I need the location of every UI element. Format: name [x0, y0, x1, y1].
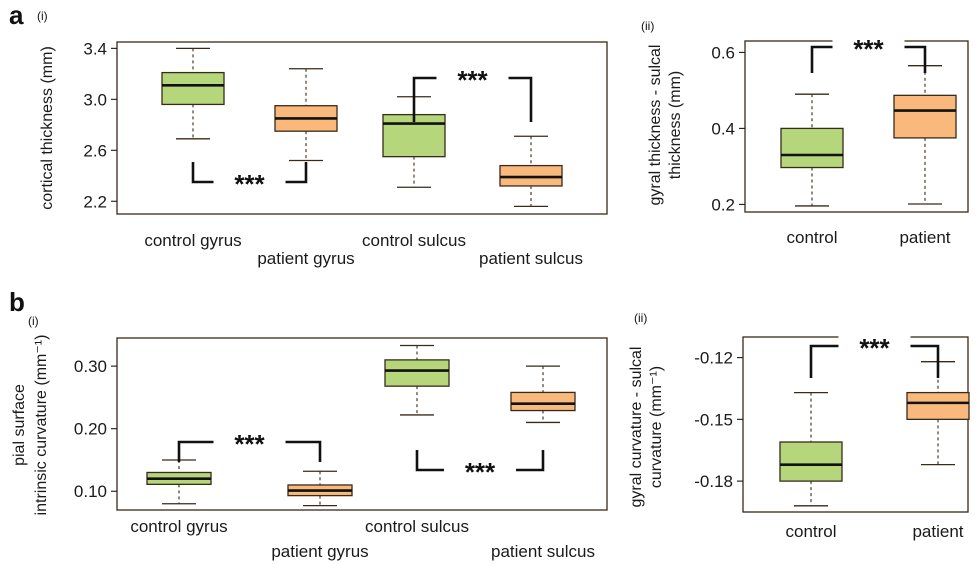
y-tick-label-a-i: 3.4 — [83, 39, 107, 58]
category-label-a-i: control sulcus — [362, 231, 466, 250]
ylabel-b-i-line2: intrinsic curvature (mm⁻¹) — [33, 335, 50, 516]
significance-stars: *** — [859, 333, 890, 363]
panel-sub-b-i: (i) — [28, 314, 39, 328]
panel-sub-a-i: (i) — [37, 9, 48, 23]
ylabel-a-i: cortical thickness (mm) — [39, 46, 56, 210]
y-tick-label-a-ii: 0.6 — [711, 43, 735, 62]
plot-frame-a-i — [116, 41, 608, 215]
significance-mask — [444, 459, 516, 481]
category-label-b-i: patient gyrus — [271, 542, 368, 561]
y-tick-label-a-i: 3.0 — [83, 90, 107, 109]
panel-letter-b: b — [9, 287, 25, 317]
ylabel-b-ii-line1: gyral curvature - sulcal — [628, 347, 645, 508]
panel-letter-a: a — [9, 0, 24, 30]
category-label-a-ii: control — [786, 228, 837, 247]
significance-stars: *** — [234, 169, 265, 199]
y-tick-label-b-i: 0.20 — [74, 420, 107, 439]
category-label-b-ii: control — [785, 522, 836, 541]
category-label-a-i: patient gyrus — [257, 249, 354, 268]
panel-sub-b-ii: (ii) — [634, 311, 647, 325]
plot-frame-b-ii — [742, 336, 969, 513]
significance-stars: *** — [234, 429, 265, 459]
y-tick-label-b-ii: -0.18 — [694, 472, 733, 491]
box-control — [384, 359, 450, 387]
ylabel-b-ii-line2: curvature (mm⁻¹) — [648, 366, 665, 488]
box-control — [780, 127, 844, 169]
plot-frame-b-i — [116, 337, 608, 511]
significance-stars: *** — [853, 34, 884, 64]
significance-mask — [838, 335, 911, 357]
category-label-a-i: control gyrus — [144, 231, 241, 250]
y-tick-label-a-i: 2.6 — [83, 141, 107, 160]
category-label-b-ii: patient — [912, 522, 963, 541]
category-label-a-i: patient sulcus — [479, 249, 583, 268]
y-tick-label-a-i: 2.2 — [83, 192, 107, 211]
y-tick-label-a-ii: 0.4 — [711, 119, 735, 138]
ylabel-b-i-line1: pial surface — [11, 384, 28, 466]
y-tick-label-a-ii: 0.2 — [711, 195, 735, 214]
category-label-b-i: control sulcus — [365, 517, 469, 536]
box-patient — [510, 391, 576, 412]
y-tick-label-b-i: 0.30 — [74, 357, 107, 376]
significance-mask — [832, 36, 905, 58]
ylabel-a-ii-line1: gyral thickness - sulcal — [647, 45, 664, 206]
box-control — [161, 71, 225, 106]
significance-mask — [436, 67, 509, 89]
box-control — [779, 441, 843, 482]
y-tick-label-b-i: 0.10 — [74, 482, 107, 501]
y-tick-label-b-ii: -0.12 — [694, 349, 733, 368]
category-label-a-ii: patient — [899, 228, 950, 247]
category-label-b-i: patient sulcus — [491, 542, 595, 561]
significance-stars: *** — [465, 457, 496, 487]
significance-mask — [213, 431, 286, 453]
box-patient — [893, 94, 957, 139]
significance-stars: *** — [457, 65, 488, 95]
y-tick-label-b-ii: -0.15 — [694, 410, 733, 429]
box-patient — [906, 391, 970, 421]
panel-sub-a-ii: (ii) — [641, 19, 654, 33]
ylabel-a-ii-line2: thickness (mm) — [667, 71, 684, 179]
category-label-b-i: control gyrus — [130, 517, 227, 536]
significance-mask — [213, 171, 286, 193]
